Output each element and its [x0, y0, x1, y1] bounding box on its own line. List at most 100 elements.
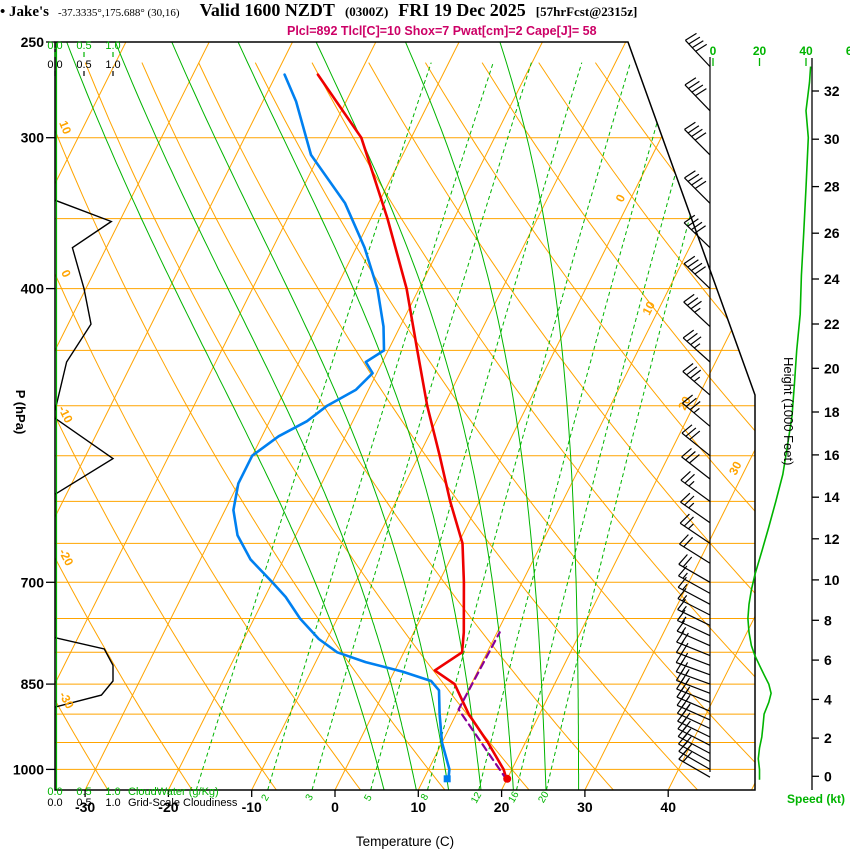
height-tick-label: 22	[824, 316, 840, 332]
moist-adiabat-line	[66, 42, 385, 790]
mixing-ratio-line	[370, 62, 583, 790]
dewpoint-C-curve	[232, 73, 451, 782]
height-tick-label: 18	[824, 404, 840, 420]
isotherm-line	[667, 42, 755, 790]
height-tick-label: 16	[824, 447, 840, 463]
cloudwater-scale-label: 0.0	[47, 786, 62, 798]
height-tick-label: 24	[824, 271, 840, 287]
height-tick-label: 6	[824, 652, 832, 668]
temperature-axis-label: Temperature (C)	[356, 834, 454, 849]
cloudwater-scale-label: 0.5	[76, 40, 91, 52]
wind-barb	[682, 337, 711, 363]
wind-barb	[678, 563, 711, 583]
grid-layer	[55, 42, 850, 790]
temperature-tick-label: -20	[158, 799, 178, 815]
mixing-ratio-label: 8	[419, 792, 432, 803]
isotherm-line	[55, 42, 210, 790]
isotherm-line	[334, 42, 710, 790]
plot-frame	[54, 41, 756, 791]
pressure-tick-label: 1000	[13, 761, 44, 777]
cloudwater-scale-label: 1.0	[105, 40, 120, 52]
pressure-tick-label: 300	[21, 130, 45, 146]
wind-barb	[677, 609, 711, 626]
mixing-ratio-label: 5	[363, 793, 376, 804]
dry-adiabat-line	[311, 62, 755, 790]
wind-barb	[684, 128, 711, 156]
cloudiness-scale-label: 1.0	[105, 59, 120, 71]
mixing-ratio-line	[195, 62, 432, 790]
mixing-ratio-line	[311, 62, 532, 790]
surface-dewpoint-marker	[443, 775, 451, 783]
temperature-tick-label: 0	[331, 799, 339, 815]
wind-barb	[677, 586, 711, 605]
wind-barb	[684, 84, 711, 112]
mixing-ratio-line	[427, 62, 631, 790]
mixing-ratio-line	[516, 62, 707, 790]
wind-barb	[684, 177, 711, 204]
mixing-ratio-label: 20	[536, 789, 551, 805]
wind-barb	[676, 651, 711, 666]
sounding-parameters: Plcl=892 Tlcl[C]=10 Shox=7 Pwat[cm]=2 Ca…	[287, 24, 597, 38]
temperature-tick-label: -10	[242, 799, 262, 815]
wind-barbs-column	[675, 32, 711, 778]
wind-barb	[684, 39, 711, 68]
pressure-tick-label: 850	[21, 676, 45, 692]
dry-adiabat-line	[424, 62, 755, 790]
dry-adiabat-label: 10	[56, 119, 74, 137]
height-tick-label: 32	[824, 83, 840, 99]
wind-barb	[677, 712, 711, 730]
cloudwater-scale-label: 0.5	[76, 786, 91, 798]
pressure-axis-label: P (hPa)	[13, 390, 28, 435]
wind-barb	[683, 301, 711, 328]
speed-tick-label: 0	[710, 44, 717, 58]
isotherm-line	[55, 42, 127, 790]
wind-barb	[678, 758, 711, 778]
wind-barb	[676, 704, 711, 721]
height-tick-label: 10	[824, 572, 840, 588]
height-axis-label: Height (1000 Feet)	[781, 357, 796, 465]
dry-adiabat-line	[55, 62, 193, 790]
dry-adiabat-line	[538, 62, 755, 790]
cloudiness-scale-label: 1.0	[105, 797, 120, 809]
wind-barb	[678, 750, 711, 770]
wind-barb	[682, 371, 711, 396]
isotherm-label: 0	[613, 192, 629, 205]
mixing-ratio-line	[545, 62, 733, 790]
temperature-C-curve	[316, 73, 508, 782]
wind-barb	[679, 543, 711, 564]
isotherm-label: 20	[675, 394, 694, 413]
isotherm-line	[251, 42, 627, 790]
moist-adiabat-line	[171, 42, 450, 790]
speed-tick-label: 40	[799, 44, 813, 58]
cloudwater-legend-label: CloudWater (g/Kg)	[128, 786, 219, 798]
speed-axis-label: Speed (kt)	[787, 792, 845, 806]
dry-adiabat-line	[141, 62, 614, 790]
wind-barb	[683, 222, 711, 249]
cloudwater-scale-label: 0.0	[47, 40, 62, 52]
valid-time: Valid 1600 NZDT	[199, 0, 335, 20]
wind-barb	[677, 598, 711, 616]
wind-barb	[676, 688, 711, 703]
moist-adiabat-line	[499, 42, 580, 790]
wind-barb	[679, 522, 711, 544]
isotherm-line	[584, 42, 755, 790]
dry-adiabat-line	[481, 62, 755, 790]
dry-adiabat-line	[822, 63, 850, 790]
height-tick-label: 0	[824, 768, 832, 784]
temperature-tick-label: 10	[411, 799, 427, 815]
dry-adiabat-line	[766, 63, 850, 790]
dry-adiabat-line	[55, 62, 446, 790]
isotherm-label: 30	[726, 459, 745, 478]
wind-barb	[683, 263, 711, 290]
mixing-ratio-label: 3	[304, 792, 317, 803]
speed-tick-label: 60	[846, 44, 850, 58]
height-tick-label: 30	[824, 131, 840, 147]
temperature-tick-label: 30	[577, 799, 593, 815]
wind-barb	[677, 728, 711, 746]
pressure-tick-label: 700	[21, 574, 45, 590]
header: • Jake's -37.3335°,175.688° (30,16) Vali…	[0, 0, 850, 21]
height-tick-label: 8	[824, 612, 832, 628]
grid-scale-cloudiness-profile	[55, 42, 115, 790]
temperature-tick-label: 20	[494, 799, 510, 815]
